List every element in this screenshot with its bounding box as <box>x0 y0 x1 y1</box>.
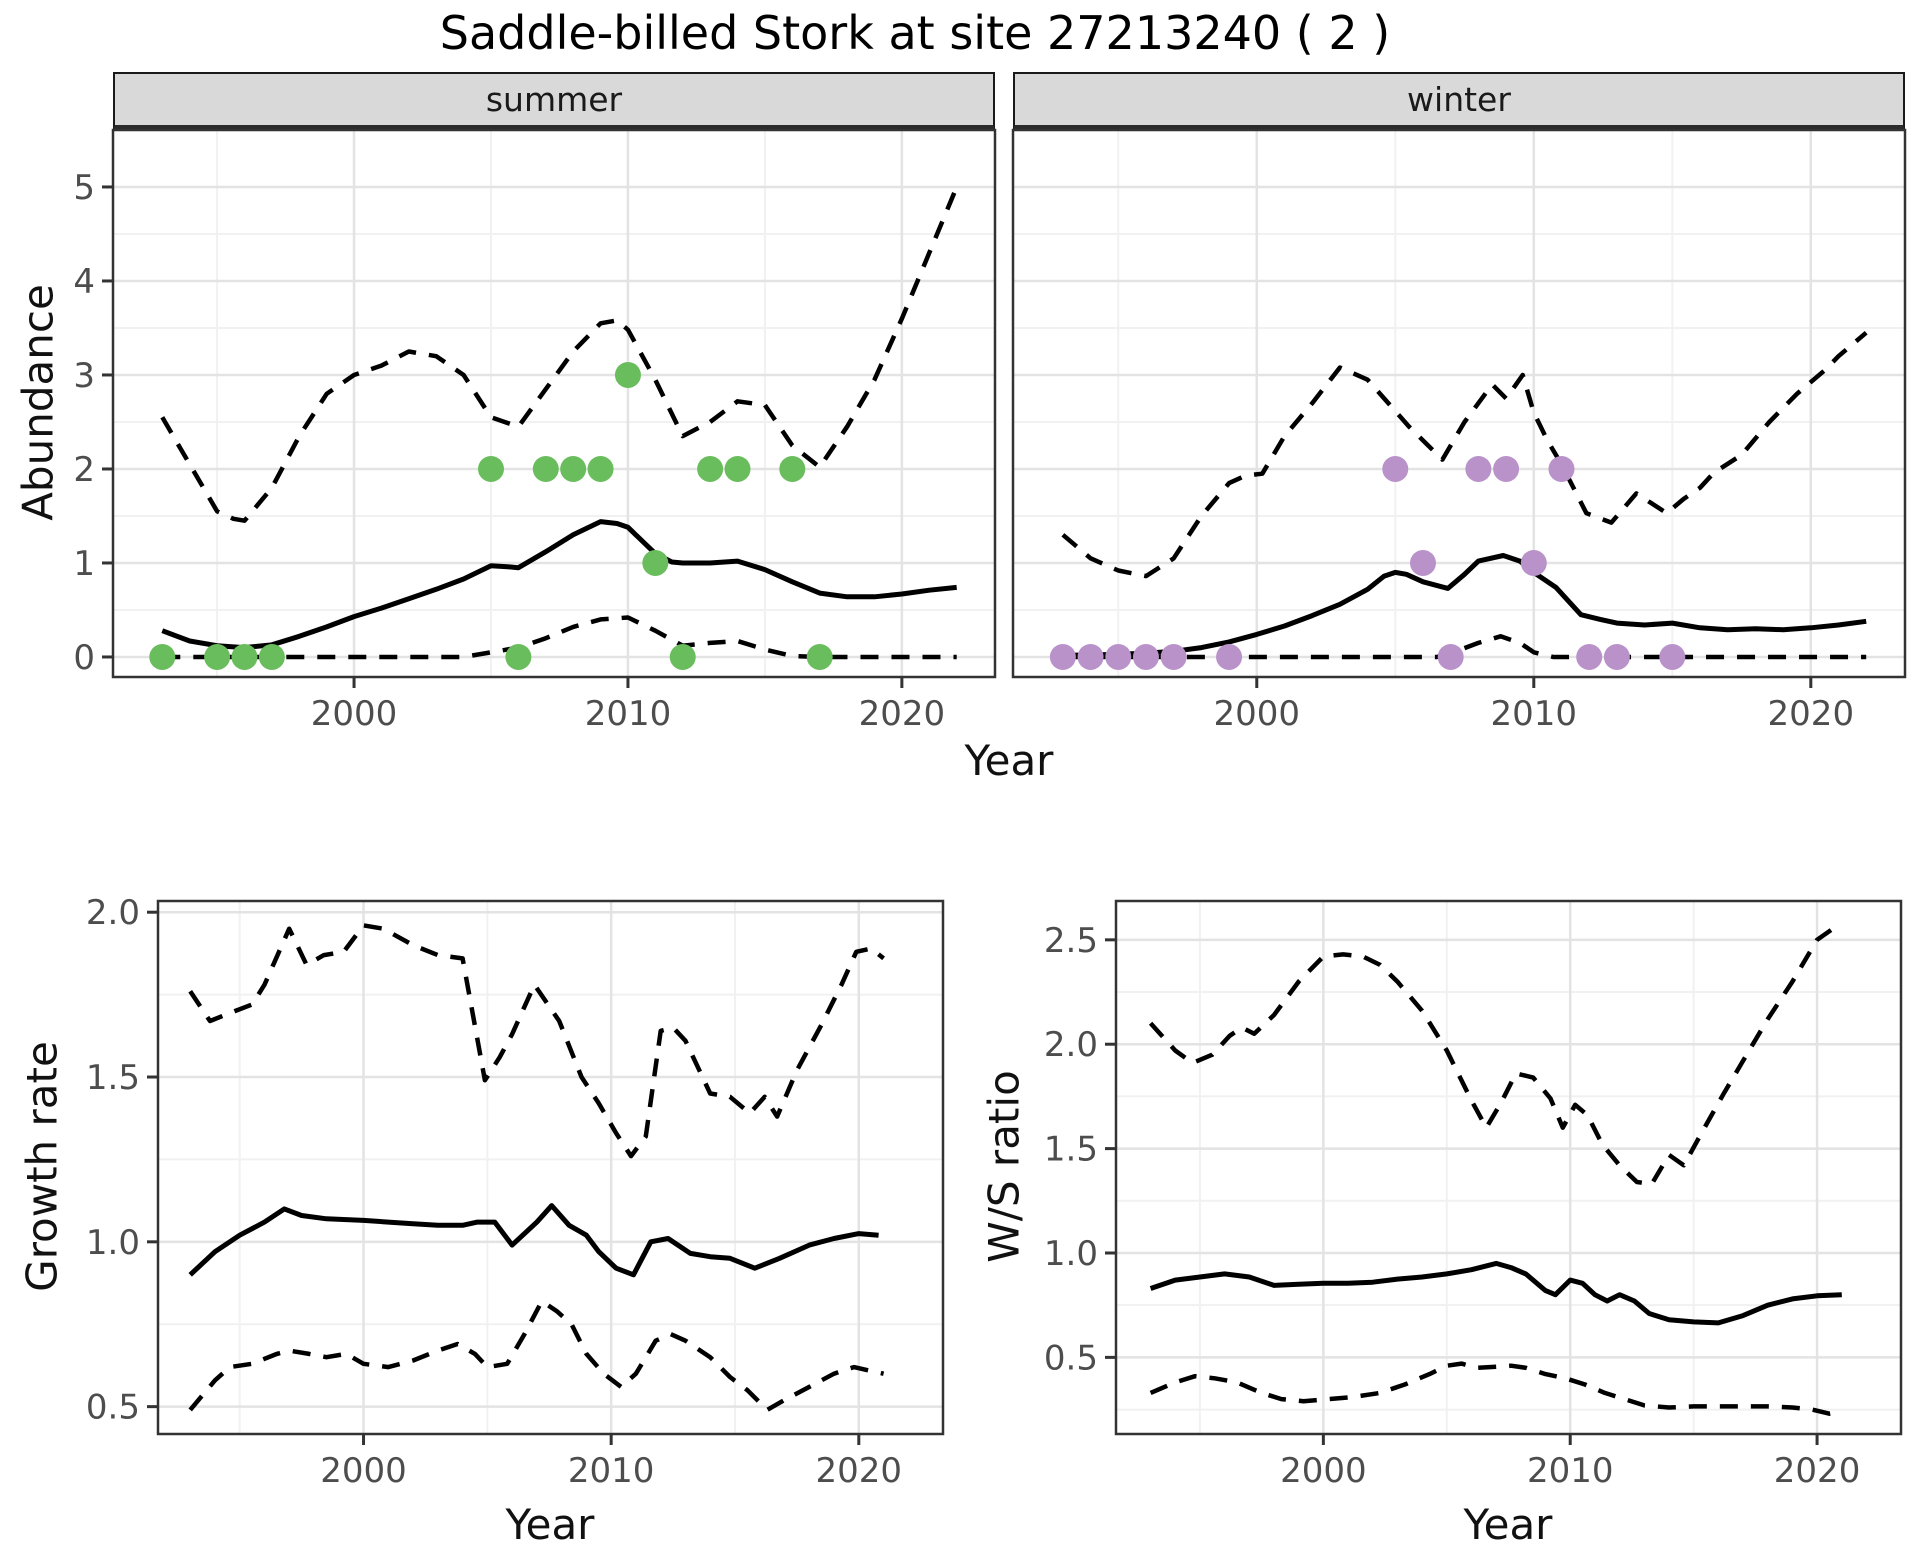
y-tick-label: 2 <box>73 450 95 490</box>
abundance-summer-observation-point <box>231 643 258 670</box>
y-tick-label: 4 <box>73 262 95 302</box>
y-tick-label: 2.0 <box>1044 1025 1098 1065</box>
y-tick-label: 1.5 <box>86 1058 140 1098</box>
abundance-winter-observation-point <box>1465 455 1492 482</box>
abundance-summer-observation-point <box>642 549 669 576</box>
x-tick-label: 2020 <box>816 1451 903 1491</box>
abundance-winter-observation-point <box>1216 643 1243 670</box>
panel-abundance-summer: 2000 2010 2020 0 1 2 3 4 5 <box>73 128 997 734</box>
ws-ratio-median-line <box>1149 1260 1842 1326</box>
abundance-winter-observation-point <box>1382 455 1409 482</box>
abundance-summer-observation-point <box>779 455 806 482</box>
abundance-summer-observation-point <box>258 643 285 670</box>
panel-border <box>1114 899 1903 1436</box>
abundance-winter-observation-point <box>1493 455 1520 482</box>
x-tick-label: 2000 <box>320 1451 407 1491</box>
panel-border <box>156 899 945 1436</box>
y-tick-label: 2.5 <box>1044 921 1098 961</box>
abundance-summer-observation-point <box>204 643 231 670</box>
growth-rate-upper-ci-line <box>188 923 886 1159</box>
x-axis-title-top: Year <box>964 736 1054 785</box>
x-tick-label: 2010 <box>585 694 672 734</box>
x-tick-label: 2010 <box>1491 694 1578 734</box>
abundance-winter-observation-point <box>1520 549 1547 576</box>
page-title: Saddle-billed Stork at site 27213240 ( 2… <box>439 6 1391 60</box>
y-tick-label: 5 <box>73 168 95 208</box>
abundance-winter-observation-point <box>1105 643 1132 670</box>
abundance-winter-observation-point <box>1132 643 1159 670</box>
y-tick-label: 2.0 <box>86 893 140 933</box>
x-tick-label: 2000 <box>311 694 398 734</box>
abundance-summer-observation-point <box>478 455 504 482</box>
x-tick-label: 2020 <box>1768 694 1855 734</box>
abundance-winter-observation-point <box>1576 643 1603 670</box>
abundance-winter-observation-point <box>1659 643 1686 670</box>
x-tick-label: 2000 <box>1280 1451 1367 1491</box>
y-tick-label: 0 <box>73 638 95 678</box>
abundance-summer-upper-ci-line <box>160 186 959 523</box>
abundance-summer-observation-point <box>724 455 751 482</box>
facet-strip-winter: winter <box>1013 72 1905 130</box>
abundance-summer-median-line <box>161 519 957 651</box>
y-tick-label: 1.5 <box>1044 1130 1098 1170</box>
abundance-summer-observation-point <box>669 643 696 670</box>
y-tick-label: 1.0 <box>86 1223 140 1263</box>
abundance-summer-observation-point <box>697 455 724 482</box>
abundance-winter-observation-point <box>1077 643 1104 670</box>
abundance-winter-observation-point <box>1409 549 1436 576</box>
y-tick-label: 3 <box>73 356 95 396</box>
abundance-winter-observation-point <box>1603 643 1630 670</box>
abundance-summer-observation-point <box>149 643 176 670</box>
facet-strip-summer: summer <box>113 72 995 130</box>
abundance-winter-observation-point <box>1437 643 1464 670</box>
x-tick-label: 2020 <box>1774 1451 1861 1491</box>
growth-rate-median-line <box>188 1203 879 1278</box>
abundance-winter-upper-ci-line <box>1061 330 1868 579</box>
y-tick-label: 0.5 <box>1044 1338 1098 1378</box>
x-axis-title-growth-rate: Year <box>505 1500 595 1549</box>
x-tick-label: 2010 <box>1527 1451 1614 1491</box>
ws-ratio-lower-ci-line <box>1149 1361 1843 1416</box>
abundance-summer-lower-ci-line <box>162 615 957 660</box>
panel-ws-ratio: 2000 2010 2020 0.5 1.0 1.5 2.0 2.5 <box>1044 899 1903 1491</box>
x-tick-label: 2020 <box>859 694 946 734</box>
facet-strip-summer-label: summer <box>485 80 623 119</box>
abundance-summer-observation-point <box>806 643 833 670</box>
abundance-winter-median-line <box>1062 553 1867 658</box>
abundance-summer-observation-point <box>587 455 614 482</box>
panel-border <box>111 128 997 679</box>
abundance-summer-observation-point <box>505 643 532 670</box>
panel-border <box>1011 128 1907 679</box>
panel-growth-rate: 2000 2010 2020 0.5 1.0 1.5 2.0 <box>86 893 945 1491</box>
abundance-winter-observation-point <box>1160 643 1187 670</box>
abundance-summer-observation-point <box>614 361 641 388</box>
abundance-summer-observation-point <box>532 455 559 482</box>
x-tick-label: 2010 <box>568 1451 655 1491</box>
abundance-winter-observation-point <box>1548 455 1575 482</box>
x-axis-title-ws-ratio: Year <box>1463 1500 1553 1549</box>
growth-rate-lower-ci-line <box>188 1298 885 1413</box>
panel-abundance-winter: 2000 2010 2020 <box>1011 128 1907 734</box>
facet-strip-winter-label: winter <box>1407 80 1511 119</box>
y-tick-label: 1.0 <box>1044 1234 1098 1274</box>
y-tick-label: 1 <box>73 544 95 584</box>
x-tick-label: 2000 <box>1214 694 1301 734</box>
y-tick-label: 0.5 <box>86 1388 140 1428</box>
abundance-summer-observation-point <box>560 455 587 482</box>
abundance-winter-observation-point <box>1049 643 1076 670</box>
